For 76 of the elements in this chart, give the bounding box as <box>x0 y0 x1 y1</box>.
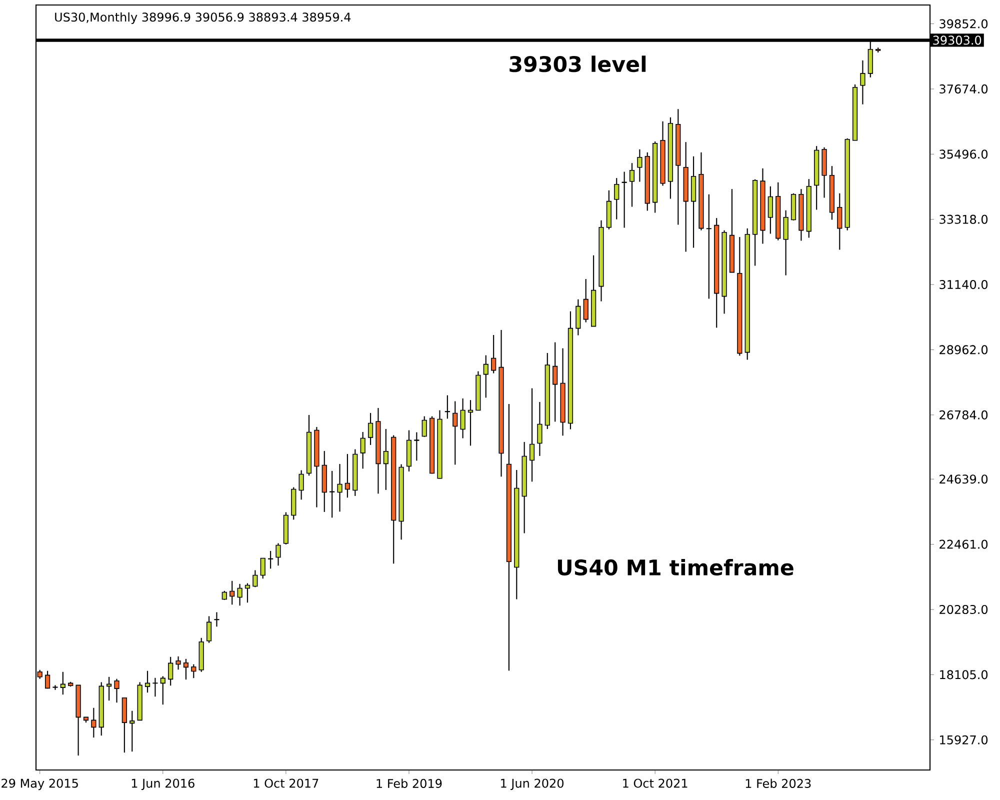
text: US30,Monthly 38996.9 39056.9 38893.4 38959.4 <box>55 12 351 24</box>
y-tick-label: 24639.0 <box>940 474 988 484</box>
y-tick-label: 37674.0 <box>940 84 988 94</box>
y-tick-label: 18105.0 <box>940 670 988 680</box>
candlestick <box>529 388 535 482</box>
candlestick <box>230 580 235 606</box>
candlestick <box>130 710 135 752</box>
candlestick <box>114 678 120 704</box>
candlestick <box>344 453 350 498</box>
candlestick <box>244 582 250 604</box>
candlestick <box>176 656 181 670</box>
candlestick <box>214 612 220 628</box>
candlestick <box>460 398 466 439</box>
candlestick <box>60 671 66 696</box>
candlestick <box>491 334 496 374</box>
candlestick <box>206 616 212 644</box>
x-tick-label: 1 Feb 2019 <box>376 778 442 788</box>
y-tick-label: 22461.0 <box>940 540 988 549</box>
annotation: 39303 level <box>510 56 646 72</box>
annotation: US40 M1 timeframe <box>558 559 794 576</box>
candlestick <box>537 401 542 456</box>
candlestick <box>576 298 581 336</box>
y-tick-label: 20283.0 <box>940 604 988 614</box>
candlestick <box>237 583 242 606</box>
candlestick <box>637 148 642 182</box>
x-tick-label: 1 Oct 2021 <box>623 778 688 788</box>
candlestick <box>268 550 274 570</box>
candlestick <box>422 416 427 438</box>
y-tick-label: 31140.0 <box>940 280 988 290</box>
candlestick <box>252 570 258 588</box>
candlestick <box>183 658 189 680</box>
candlestick <box>383 428 388 490</box>
ref-line-label: 39303.0 <box>933 36 982 45</box>
candlestick <box>444 394 450 420</box>
candlestick <box>414 432 420 462</box>
y-tick-label: 26784.0 <box>940 410 988 420</box>
x-tick-label: 1 Feb 2023 <box>746 778 811 788</box>
candlestick <box>44 670 50 690</box>
y-tick-label: 35496.0 <box>940 150 988 159</box>
candlestick <box>52 684 58 690</box>
candlestick <box>160 676 166 706</box>
candlestick <box>468 400 474 446</box>
candlestick <box>298 470 304 500</box>
candlestick <box>622 171 627 228</box>
candlestick <box>337 463 342 512</box>
candlestick <box>368 412 374 446</box>
candlestick <box>629 162 635 208</box>
candlestick <box>144 670 150 694</box>
candlestick <box>91 707 96 738</box>
y-tick-label: 28962.0 <box>940 345 988 354</box>
y-tick-label: 33318.0 <box>940 214 988 224</box>
candlestick <box>260 558 266 580</box>
x-tick-label: 29 May 2015 <box>2 778 78 790</box>
candlestick <box>222 590 227 600</box>
x-tick-label: 1 Jun 2020 <box>501 778 564 790</box>
x-tick-label: 1 Jun 2016 <box>132 778 194 790</box>
candlestick <box>783 210 788 276</box>
candlestick <box>837 192 842 250</box>
candlestick <box>152 677 158 698</box>
candlestick <box>614 178 620 220</box>
candlestick <box>276 542 281 566</box>
candlestick <box>330 470 335 518</box>
x-tick-label: 1 Oct 2017 <box>254 778 318 788</box>
candlestick <box>706 194 712 300</box>
candlestick <box>168 656 174 686</box>
candlestick <box>483 354 488 398</box>
candlestick <box>191 664 196 679</box>
candlestick <box>768 186 773 234</box>
candlestick <box>360 431 366 470</box>
candlestick <box>452 400 458 466</box>
y-tick-label: 15927.0 <box>940 735 988 744</box>
candlestick <box>860 60 866 105</box>
y-tick-label: 39852.0 <box>940 19 988 28</box>
candlestick <box>583 278 588 323</box>
candlestick <box>552 342 558 422</box>
candlestick <box>106 676 112 702</box>
